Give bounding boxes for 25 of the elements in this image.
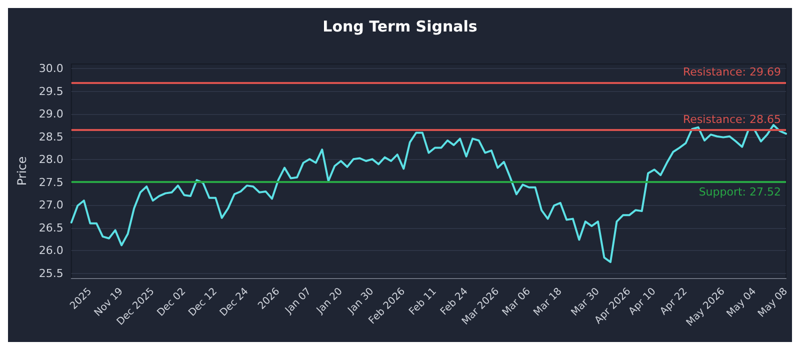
x-tick-label: Dec 24	[218, 286, 251, 319]
y-tick-label: 30.0	[38, 62, 64, 76]
y-tick-label: 28.5	[38, 130, 64, 144]
chart-title: Long Term Signals	[322, 18, 478, 36]
x-tick-label: Jan 20	[314, 286, 345, 317]
x-tick-label: Mar 06	[500, 286, 533, 318]
x-tick-label: Dec 12	[186, 286, 220, 319]
y-tick-label: 27.0	[38, 198, 64, 212]
x-tick-label: Jan 07	[282, 286, 314, 317]
y-tick-label: 25.5	[38, 266, 64, 280]
ref-line-label: Resistance: 29.69	[683, 66, 781, 79]
y-tick-label: 29.0	[38, 108, 64, 121]
x-tick-label: Dec 02	[155, 286, 188, 319]
line-series	[70, 124, 787, 264]
y-tick-label: 26.5	[38, 221, 64, 234]
y-axis-title: Price	[15, 156, 29, 186]
y-tick-label: 28.0	[38, 153, 64, 166]
y-tick-label: 29.5	[38, 84, 64, 98]
ref-line-label: Resistance: 28.65	[683, 113, 781, 126]
x-tick-label: Feb 11	[407, 286, 439, 318]
y-tick-label: 26.0	[38, 244, 64, 258]
x-tick-label: Mar 18	[532, 286, 564, 318]
y-tick-label: 27.5	[38, 176, 64, 189]
x-tick-label: Apr 22	[658, 286, 690, 318]
ref-line-label: Support: 27.52	[698, 185, 781, 198]
